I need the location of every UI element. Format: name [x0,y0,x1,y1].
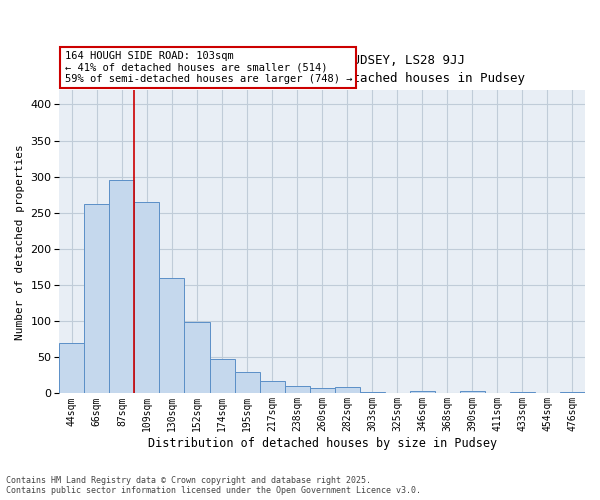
Bar [560,392,585,394]
Bar [184,322,209,394]
Bar [510,392,535,394]
Title: 164, HOUGH SIDE ROAD, PUDSEY, LS28 9JJ
Size of property relative to detached hou: 164, HOUGH SIDE ROAD, PUDSEY, LS28 9JJ S… [119,54,524,84]
X-axis label: Distribution of detached houses by size in Pudsey: Distribution of detached houses by size … [148,437,497,450]
Bar [335,387,360,394]
Bar [460,391,485,394]
Bar [410,390,435,394]
Bar [284,386,310,394]
Bar [360,392,385,394]
Bar [209,360,235,394]
Bar [59,343,85,394]
Bar [160,278,184,394]
Bar [260,381,284,394]
Bar [235,372,260,394]
Text: 164 HOUGH SIDE ROAD: 103sqm
← 41% of detached houses are smaller (514)
59% of se: 164 HOUGH SIDE ROAD: 103sqm ← 41% of det… [65,50,352,84]
Text: Contains HM Land Registry data © Crown copyright and database right 2025.
Contai: Contains HM Land Registry data © Crown c… [6,476,421,495]
Bar [85,204,109,394]
Y-axis label: Number of detached properties: Number of detached properties [15,144,25,340]
Bar [134,202,160,394]
Bar [109,180,134,394]
Bar [310,388,335,394]
